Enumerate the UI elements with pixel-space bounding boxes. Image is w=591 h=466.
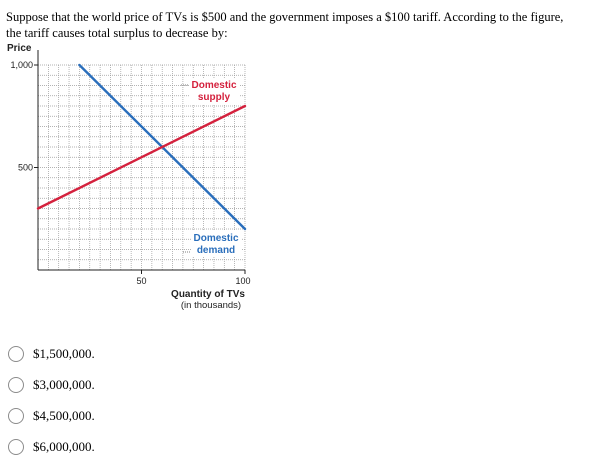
supply-label-backing: [189, 78, 239, 104]
option-label-4: $6,000,000.: [33, 438, 95, 454]
demand-label-backing: [191, 231, 241, 257]
option-label-3: $4,500,000.: [33, 407, 95, 423]
option-1[interactable]: $1,500,000.: [8, 338, 95, 369]
y-tick-label: 1,000: [10, 60, 33, 70]
option-label-1: $1,500,000.: [33, 345, 95, 361]
radio-button-3[interactable]: [8, 407, 24, 424]
supply-label-line1: Domestic: [191, 80, 236, 91]
x-tick-label: 50: [136, 276, 146, 286]
y-tick-label: 500: [18, 163, 33, 173]
x-axis-label: Quantity of TVs: [171, 289, 245, 300]
radio-button-2[interactable]: [8, 376, 24, 393]
demand-label-line1: Domestic: [193, 233, 238, 244]
x-tick-label: 100: [235, 276, 250, 286]
radio-button-4[interactable]: [8, 438, 24, 455]
option-label-2: $3,000,000.: [33, 376, 95, 392]
demand-label-line2: demand: [197, 245, 235, 256]
supply-demand-chart: Price 500 1,000 50 100 Quantity of TVs(in tho…: [7, 43, 251, 311]
option-3[interactable]: $4,500,000.: [8, 400, 95, 431]
chart-labels: Price 500 1,000 50 100 Quantity of TVs(in tho…: [7, 43, 251, 311]
chart-series: [36, 63, 247, 231]
answer-options: $1,500,000. $3,000,000. $4,500,000. $6,0…: [8, 338, 95, 462]
supply-label-line2: supply: [198, 92, 231, 103]
option-4[interactable]: $6,000,000.: [8, 431, 95, 462]
question-text: Suppose that the world price of TVs is $…: [6, 10, 564, 40]
radio-button-1[interactable]: [8, 345, 24, 362]
y-axis-label: Price: [7, 43, 32, 54]
chart-axes: [34, 50, 246, 274]
supply-curve: [36, 104, 247, 210]
x-axis-sublabel: (in thousands): [181, 300, 241, 311]
option-2[interactable]: $3,000,000.: [8, 369, 95, 400]
